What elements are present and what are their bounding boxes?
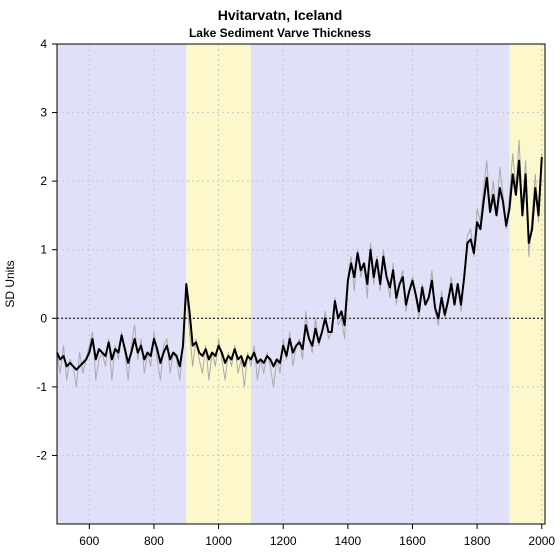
x-tick-label-2000: 2000 [528, 534, 555, 548]
plot-background [57, 44, 545, 524]
x-tick-label-1600: 1600 [399, 534, 426, 548]
y-tick-label-1: 1 [40, 243, 47, 257]
y-tick-label--1: -1 [36, 380, 47, 394]
chart-subtitle: Lake Sediment Varve Thickness [188, 26, 372, 40]
x-tick-label-1800: 1800 [464, 534, 491, 548]
y-tick-label-4: 4 [40, 37, 47, 51]
plot-frame [56, 43, 546, 525]
series-line-annual [56, 139, 543, 388]
y-tick-label-2: 2 [40, 174, 47, 188]
x-tick-label-1200: 1200 [270, 534, 297, 548]
x-tick-label-800: 800 [144, 534, 164, 548]
x-tick-label-600: 600 [79, 534, 99, 548]
y-tick-label-3: 3 [40, 106, 47, 120]
series-line-smoothed [56, 157, 543, 371]
x-tick-label-1000: 1000 [205, 534, 232, 548]
shaded-band-1 [509, 44, 545, 524]
y-axis-title: SD Units [3, 260, 17, 307]
y-tick-label-0: 0 [40, 311, 47, 325]
y-tick-label--2: -2 [36, 448, 47, 462]
chart-title: Hvitarvatn, Iceland [217, 7, 343, 23]
x-tick-label-1400: 1400 [335, 534, 362, 548]
